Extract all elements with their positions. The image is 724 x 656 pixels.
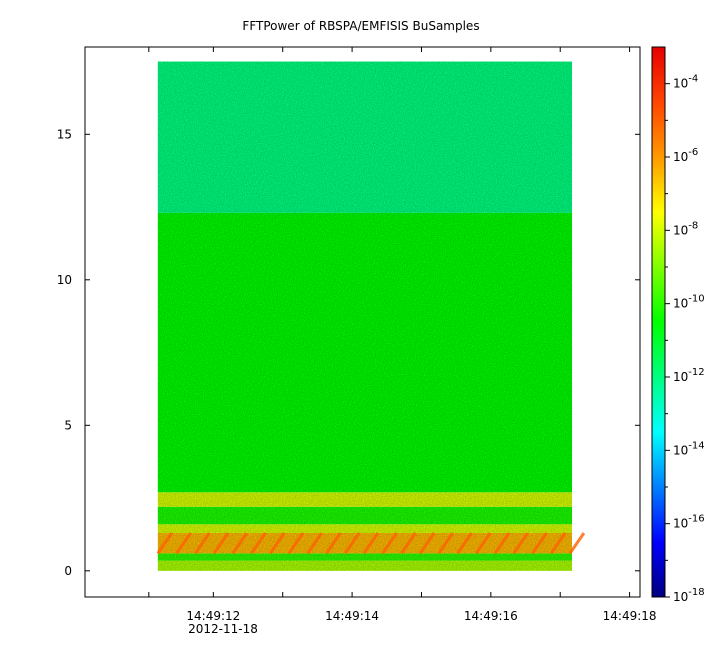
x-date-label: 2012-11-18 — [188, 622, 258, 636]
wave-streak — [212, 532, 230, 555]
wave-streak — [362, 532, 380, 555]
wave-streak — [381, 532, 398, 555]
wave-streak — [418, 532, 436, 555]
heatmap-band — [157, 506, 573, 525]
wave-streak — [512, 532, 529, 555]
wave-streak — [493, 532, 511, 555]
wave-streak — [250, 532, 267, 555]
y-tick-label: 0 — [64, 564, 72, 578]
heatmap-band — [157, 553, 573, 561]
heatmap-band — [157, 560, 573, 571]
x-tick-label: 14:49:16 — [464, 609, 518, 623]
wave-streak — [231, 532, 249, 555]
y-axis: 0 5 10 15 — [57, 127, 640, 578]
x-tick-label: 14:49:14 — [325, 609, 379, 623]
wave-streak — [437, 532, 455, 555]
heatmap-band — [157, 61, 573, 213]
wave-streak — [549, 532, 567, 555]
colorbar-tick-label: 10-16 — [673, 514, 705, 531]
wave-streak — [325, 532, 342, 555]
wave-streak — [175, 532, 192, 555]
x-axis: 14:49:12 14:49:14 14:49:16 14:49:18 — [148, 47, 657, 623]
wave-streak — [287, 532, 305, 555]
colorbar-tick-label: 10-8 — [673, 220, 698, 237]
wave-streak — [156, 532, 174, 555]
colorbar-tick-label: 10-12 — [673, 367, 705, 384]
heatmap-band — [157, 212, 573, 493]
wave-streak — [306, 532, 323, 555]
wave-streak — [343, 532, 361, 555]
colorbar-tick-label: 10-14 — [673, 440, 705, 457]
colorbar — [651, 46, 666, 598]
y-tick-label: 15 — [57, 127, 72, 141]
colorbar-tick-label: 10-10 — [673, 294, 705, 311]
colorbar-axis: 10-18 10-16 10-14 10-12 10-10 10-8 10-6 10-4 — [665, 74, 705, 604]
colorbar-tick-label: 10-4 — [673, 74, 698, 91]
heatmap-image — [157, 61, 573, 571]
wave-streak — [456, 532, 473, 555]
y-tick-label: 5 — [64, 418, 72, 432]
x-tick-label: 14:49:18 — [603, 609, 657, 623]
wave-streak — [194, 532, 211, 555]
heatmap-band — [157, 524, 573, 533]
x-tick-label: 14:49:12 — [186, 609, 240, 623]
colorbar-tick-label: 10-18 — [673, 587, 705, 604]
y-tick-label: 10 — [57, 273, 72, 287]
wave-streak — [400, 532, 417, 555]
wave-streak — [568, 532, 586, 555]
colorbar-tick-label: 10-6 — [673, 147, 698, 164]
wave-streaks — [156, 532, 586, 555]
chart-title: FFTPower of RBSPA/EMFISIS BuSamples — [242, 19, 479, 33]
heatmap-band — [157, 492, 573, 507]
wave-streak — [531, 532, 548, 555]
wave-streak — [268, 532, 286, 555]
wave-streak — [475, 532, 492, 555]
